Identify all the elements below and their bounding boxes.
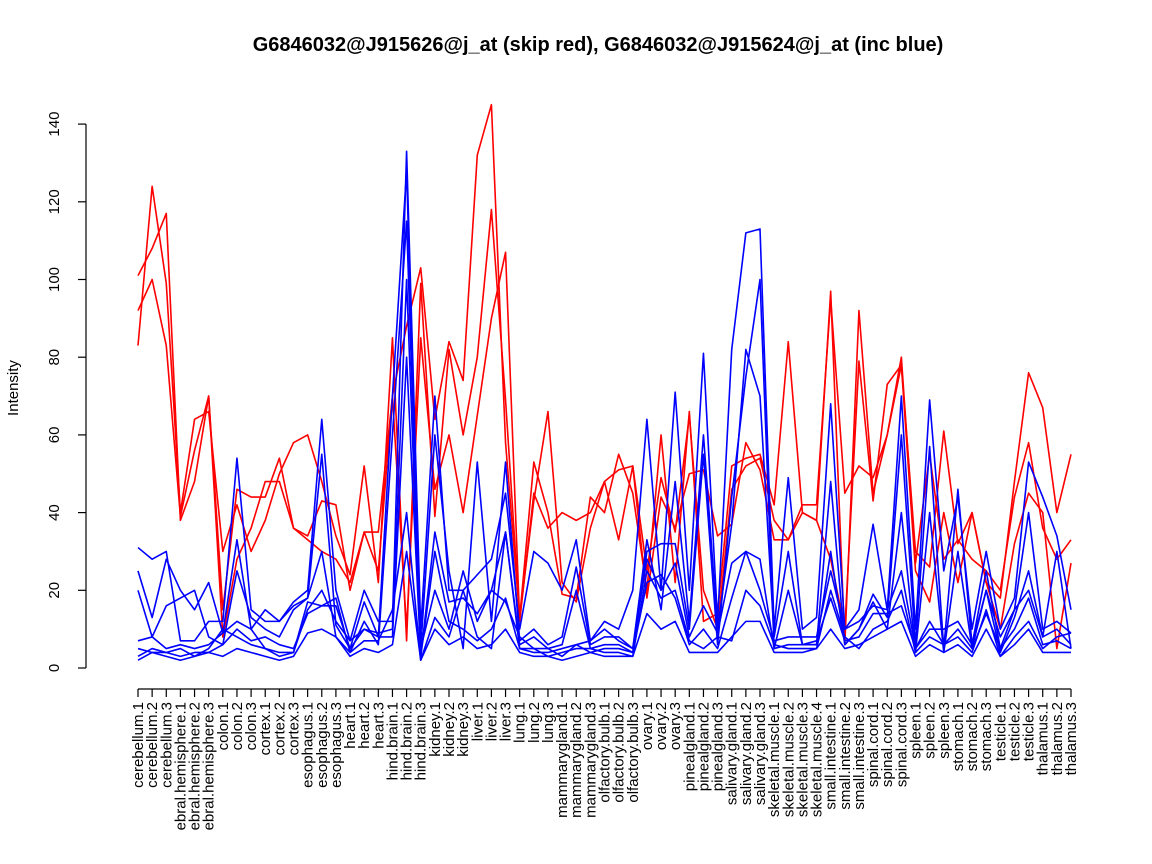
x-tick-label: small.intestine.3: [851, 702, 868, 810]
y-tick-label: 120: [46, 189, 63, 214]
x-tick-label: kidney.1: [427, 702, 444, 757]
x-tick-label: spleen.3: [936, 702, 953, 759]
x-tick-label: testicle.1: [992, 702, 1009, 761]
x-tick-label: spleen.1: [908, 702, 925, 759]
x-tick-label: thalamus.2: [1049, 702, 1066, 775]
x-axis: cerebellum.1cerebellum.2cerebellum.3ebra…: [130, 688, 1080, 830]
y-tick-label: 60: [46, 427, 63, 444]
x-tick-label: thalamus.1: [1035, 702, 1052, 775]
x-tick-label: salivary.gland.3: [752, 702, 769, 805]
x-tick-label: olfactory.bulb.3: [625, 702, 642, 803]
x-tick-label: ebral.hemisphere.3: [201, 702, 218, 830]
x-tick-label: ovary.1: [639, 702, 656, 750]
y-axis-label: Intensity: [5, 360, 22, 416]
series-line-8: [137, 511, 1072, 662]
x-tick-label: colon.2: [229, 702, 246, 750]
series-line-4: [137, 150, 1072, 642]
x-tick-label: hind.brain.1: [384, 702, 401, 780]
x-tick-label: ovary.2: [653, 702, 670, 750]
y-tick-label: 20: [46, 582, 63, 599]
series-line-3: [137, 212, 1072, 650]
x-tick-label: cerebellum.3: [158, 702, 175, 788]
x-tick-label: spinal.cord.3: [893, 702, 910, 787]
x-tick-label: stomach.1: [950, 702, 967, 771]
x-tick-label: hind.brain.2: [399, 702, 416, 780]
x-tick-label: cerebellum.2: [144, 702, 161, 788]
x-tick-label: lung.2: [526, 702, 543, 743]
x-tick-label: stomach.3: [978, 702, 995, 771]
x-tick-label: cortex.1: [257, 702, 274, 755]
y-tick-label: 100: [46, 267, 63, 292]
x-tick-label: pinealgland.1: [681, 702, 698, 791]
y-tick-label: 140: [46, 112, 63, 137]
x-tick-label: mammarygland.3: [582, 702, 599, 818]
x-tick-label: esophagus.1: [300, 702, 317, 788]
x-tick-label: lung.1: [512, 702, 529, 743]
series-group: [137, 103, 1072, 662]
y-tick-label: 40: [46, 504, 63, 521]
x-tick-label: esophagus.3: [328, 702, 345, 788]
x-tick-label: spinal.cord.1: [865, 702, 882, 787]
x-tick-label: skeletal.muscle.4: [809, 702, 826, 817]
x-tick-label: ebral.hemisphere.1: [172, 702, 189, 830]
y-tick-label: 80: [46, 349, 63, 366]
x-tick-label: ovary.3: [667, 702, 684, 750]
x-tick-label: testicle.2: [1006, 702, 1023, 761]
x-tick-label: olfactory.bulb.2: [611, 702, 628, 803]
x-tick-label: liver.2: [483, 702, 500, 741]
x-tick-label: kidney.3: [455, 702, 472, 757]
x-tick-label: cortex.2: [271, 702, 288, 755]
series-line-6: [137, 220, 1072, 654]
x-tick-label: cortex.3: [286, 702, 303, 755]
x-tick-label: salivary.gland.1: [724, 702, 741, 805]
x-tick-label: pinealgland.2: [695, 702, 712, 791]
series-line-9: [137, 356, 1072, 658]
x-tick-label: colon.3: [243, 702, 260, 750]
x-tick-label: spinal.cord.2: [879, 702, 896, 787]
series-line-10: [137, 550, 1071, 662]
x-tick-label: lung.3: [540, 702, 557, 743]
x-tick-label: hind.brain.3: [413, 702, 430, 780]
x-tick-label: skeletal.muscle.2: [780, 702, 797, 817]
x-tick-label: colon.1: [215, 702, 232, 750]
y-axis: 0 20 40 60 80 100 120 140: [46, 112, 87, 672]
x-tick-label: heart.2: [356, 702, 373, 749]
chart-title: G6846032@J915626@j_at (skip red), G68460…: [253, 34, 944, 56]
x-tick-label: mammarygland.2: [568, 702, 585, 818]
x-tick-label: spleen.2: [922, 702, 939, 759]
x-tick-label: cerebellum.1: [130, 702, 147, 788]
x-tick-label: thalamus.3: [1063, 702, 1080, 775]
x-tick-label: liver.3: [498, 702, 515, 741]
x-tick-label: liver.1: [469, 702, 486, 741]
x-tick-label: olfactory.bulb.1: [597, 702, 614, 803]
x-tick-label: skeletal.muscle.3: [794, 702, 811, 817]
x-tick-label: mammarygland.1: [554, 702, 571, 818]
x-tick-label: stomach.2: [964, 702, 981, 771]
x-tick-label: heart.3: [370, 702, 387, 749]
x-tick-label: small.intestine.2: [837, 702, 854, 810]
x-tick-label: esophagus.2: [314, 702, 331, 788]
x-tick-label: small.intestine.1: [823, 702, 840, 810]
y-tick-label: 0: [46, 664, 63, 672]
x-tick-label: ebral.hemisphere.2: [187, 702, 204, 830]
x-tick-label: salivary.gland.2: [738, 702, 755, 805]
x-tick-label: kidney.2: [441, 702, 458, 757]
x-tick-label: skeletal.muscle.1: [766, 702, 783, 817]
x-tick-label: testicle.3: [1021, 702, 1038, 761]
x-tick-label: pinealgland.3: [710, 702, 727, 791]
x-tick-label: heart.1: [342, 702, 359, 749]
